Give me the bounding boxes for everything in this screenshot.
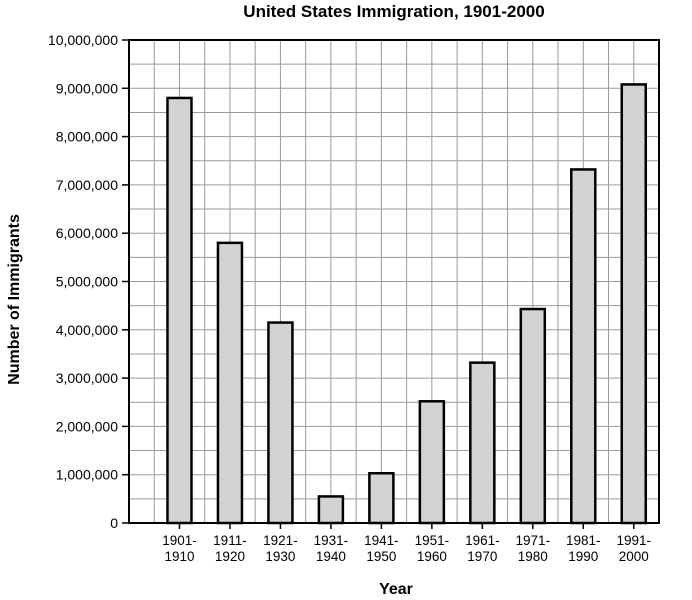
- x-tick-label: 1931-1940: [314, 533, 349, 564]
- x-tick-label: 1941-1950: [364, 533, 399, 564]
- y-tick-label: 8,000,000: [56, 129, 118, 145]
- y-axis-title: Number of Immigrants: [6, 214, 23, 385]
- bar: [469, 361, 496, 525]
- y-tick-label: 2,000,000: [56, 418, 118, 434]
- y-tick-label: 7,000,000: [56, 177, 118, 193]
- x-tick-label: 1921-1930: [263, 533, 298, 564]
- x-axis-ticks: 1901-1910 1911-1920 1921-1930 1931-1940 1941…: [162, 523, 651, 564]
- x-axis-title: Year: [379, 581, 413, 598]
- x-tick-label: 1961-1970: [465, 533, 500, 564]
- y-tick-label: 6,000,000: [56, 225, 118, 241]
- y-tick-label: 1,000,000: [56, 467, 118, 483]
- y-tick-label: 9,000,000: [56, 80, 118, 96]
- y-tick-label: 5,000,000: [56, 274, 118, 290]
- bar: [166, 96, 193, 525]
- x-tick-label: 1911-1920: [213, 533, 247, 564]
- y-axis-ticks: 0 1,000,000 2,000,000 3,000,000 4,000,000 5,0…: [48, 32, 129, 531]
- bar: [267, 321, 294, 525]
- y-tick-label: 10,000,000: [48, 32, 118, 48]
- bar: [570, 168, 597, 525]
- bar: [519, 307, 547, 525]
- x-tick-label: 1901-1910: [162, 533, 197, 564]
- bar: [368, 472, 395, 525]
- bar: [620, 83, 648, 525]
- bar: [317, 495, 345, 525]
- x-tick-label: 1991-2000: [616, 533, 651, 564]
- x-tick-label: 1981-1990: [566, 533, 601, 564]
- x-tick-label: 1971-1980: [516, 533, 551, 564]
- y-tick-label: 3,000,000: [56, 370, 118, 386]
- chart-title: United States Immigration, 1901-2000: [243, 2, 544, 21]
- y-tick-label: 4,000,000: [56, 322, 118, 338]
- bar: [418, 400, 446, 525]
- y-tick-label: 0: [110, 515, 118, 531]
- bars: [166, 83, 648, 525]
- x-tick-label: 1951-1960: [415, 533, 450, 564]
- bar: [216, 241, 244, 525]
